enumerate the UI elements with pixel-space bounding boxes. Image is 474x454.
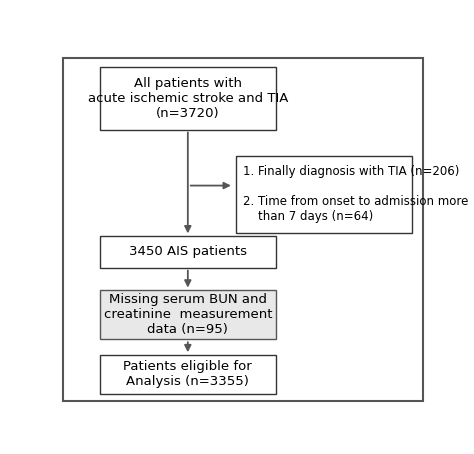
Text: 3450 AIS patients: 3450 AIS patients xyxy=(129,246,247,258)
Text: Missing serum BUN and
creatinine  measurement
data (n=95): Missing serum BUN and creatinine measure… xyxy=(104,293,272,336)
Text: All patients with
acute ischemic stroke and TIA
(n=3720): All patients with acute ischemic stroke … xyxy=(88,77,288,120)
Bar xyxy=(236,156,412,233)
Bar xyxy=(100,355,276,394)
Text: 1. Finally diagnosis with TIA (n=206)

2. Time from onset to admission more
    : 1. Finally diagnosis with TIA (n=206) 2.… xyxy=(243,165,468,223)
Text: Patients eligible for
Analysis (n=3355): Patients eligible for Analysis (n=3355) xyxy=(123,360,252,388)
Bar xyxy=(100,291,276,340)
Bar xyxy=(100,67,276,130)
Bar xyxy=(100,236,276,268)
